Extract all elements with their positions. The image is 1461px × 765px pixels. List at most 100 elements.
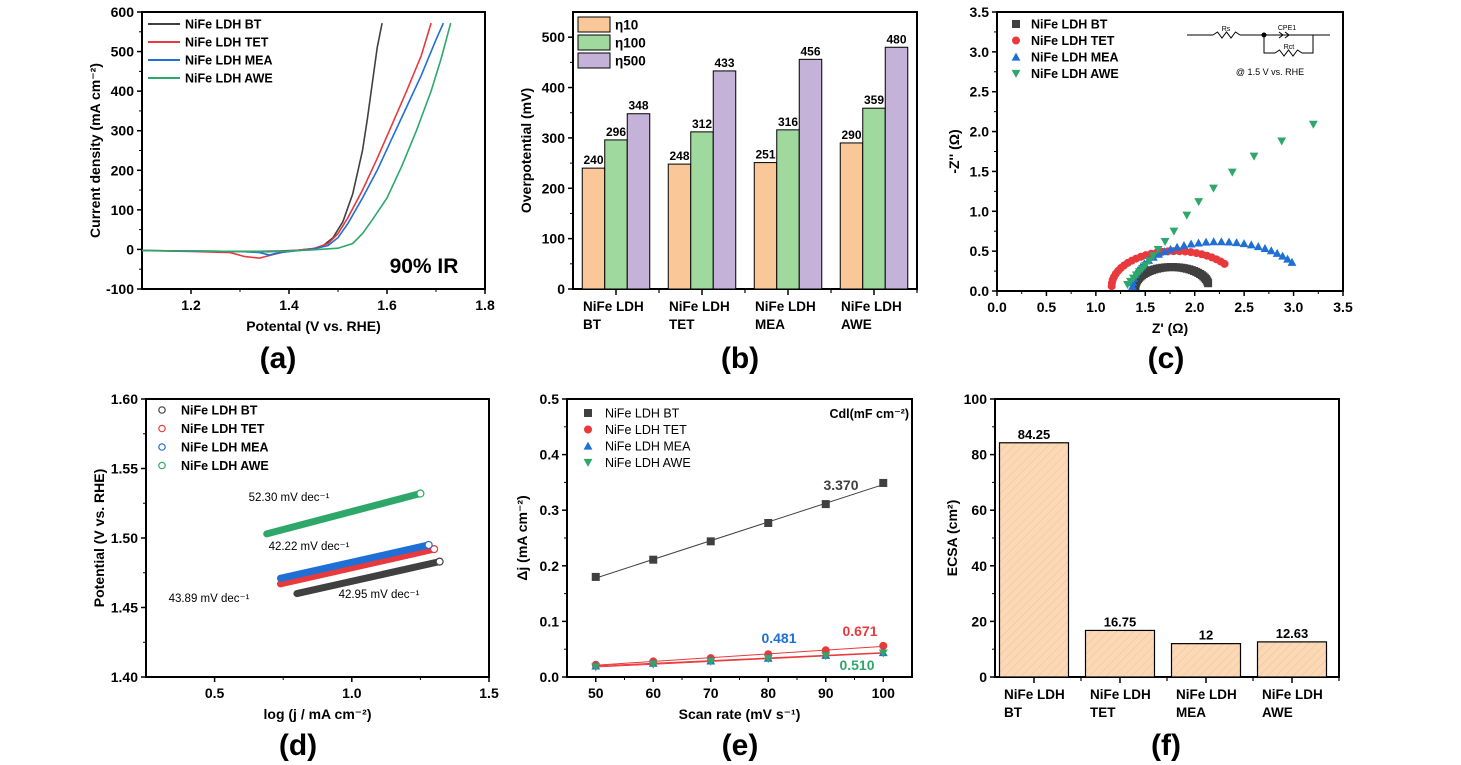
x-category-label-line1: NiFe LDH — [1004, 687, 1065, 702]
data-point-bt — [591, 572, 600, 581]
potential-note: @ 1.5 V vs. RHE — [1236, 67, 1304, 77]
cdl-value-label: 0.671 — [842, 623, 877, 639]
x-category-label-line2: TET — [669, 317, 695, 332]
data-point-bt — [821, 500, 830, 509]
x-tick-label: 1.4 — [279, 297, 299, 313]
bar-value-label: 248 — [669, 149, 689, 163]
x-category-label-line2: MEA — [1176, 705, 1206, 720]
data-point-mea — [1287, 257, 1297, 266]
data-point-mea — [1239, 239, 1249, 248]
x-category-label-line1: NiFe LDH — [1090, 687, 1151, 702]
circuit-wire — [1302, 35, 1314, 54]
data-point-awe — [1169, 227, 1179, 236]
y-axis-title: -Z'' (Ω) — [946, 129, 962, 173]
y-tick-label: 100 — [964, 391, 988, 407]
x-category-label-line2: AWE — [1262, 705, 1293, 720]
y-tick-label: -100 — [106, 281, 134, 297]
y-tick-label: 0.1 — [540, 613, 560, 629]
x-tick-label: 1.6 — [377, 297, 397, 313]
y-tick-label: 2.5 — [970, 84, 990, 100]
cdl-value-label: 0.481 — [761, 630, 796, 646]
data-point-mea — [1194, 238, 1203, 247]
x-tick-label: 0.5 — [205, 685, 225, 701]
data-point-mea — [1246, 240, 1256, 249]
ecsa-bar — [1170, 643, 1242, 678]
x-tick-label: 60 — [645, 685, 661, 701]
x-category-label-line2: BT — [1004, 705, 1023, 720]
y-tick-label: 200 — [542, 180, 566, 196]
panel-label: (b) — [721, 342, 759, 375]
panel-label: (f) — [1151, 729, 1181, 762]
x-tick-label: 1.5 — [1136, 299, 1156, 315]
panel-label: (d) — [279, 729, 317, 762]
y-axis-title: Current density (mA cm⁻²) — [87, 63, 103, 238]
data-point-mea — [1224, 237, 1234, 246]
x-tick-label: 0.0 — [987, 299, 1007, 315]
panel-b-overpotential-chart: 0 100 200 300 400 500 Overpotential (mV) (b) NiF… — [518, 11, 918, 375]
bar-eta10 — [753, 162, 778, 290]
bar-eta500 — [626, 113, 651, 290]
data-point-awe — [1182, 211, 1192, 220]
bar-value-label: 456 — [800, 44, 820, 58]
series-band-mea — [276, 541, 433, 582]
data-point-bt — [764, 518, 773, 527]
cpe-element-icon — [1278, 31, 1290, 39]
y-tick-label: 1.0 — [970, 203, 990, 219]
circuit-wire — [1263, 35, 1275, 54]
legend-marker — [584, 409, 592, 417]
x-tick-label: 90 — [818, 685, 834, 701]
data-point-bt — [1204, 279, 1213, 288]
y-tick-label: 40 — [971, 558, 987, 574]
x-axis-title: Z' (Ω) — [1152, 320, 1188, 336]
ecsa-bar — [1256, 641, 1328, 678]
x-tick-label: 1.0 — [342, 685, 362, 701]
tafel-slope-label: 42.95 mV dec⁻¹ — [339, 589, 420, 601]
y-tick-label: 100 — [111, 202, 135, 218]
data-point-tet — [1220, 259, 1229, 268]
x-tick-label: 3.0 — [1284, 299, 1304, 315]
y-tick-label: 400 — [542, 80, 566, 96]
y-axis-title: ECSA (cm²) — [944, 500, 960, 577]
bar-eta100 — [690, 131, 714, 290]
x-category-label-line1: NiFe LDH — [841, 299, 902, 314]
data-point-mea — [1179, 240, 1189, 249]
legend-label: η500 — [615, 54, 646, 69]
data-point-mea — [1172, 242, 1182, 251]
x-category-label-line1: NiFe LDH — [1262, 687, 1323, 702]
y-tick-label: 0.0 — [540, 669, 560, 685]
y-tick-label: 300 — [542, 130, 566, 146]
y-tick-label: 500 — [542, 29, 566, 45]
panel-label: (e) — [722, 729, 759, 762]
bar-value-label: 312 — [692, 117, 712, 131]
tafel-slope-label: 52.30 mV dec⁻¹ — [249, 492, 330, 504]
bar-eta500 — [884, 46, 909, 290]
ecsa-bar — [998, 442, 1070, 678]
panel-label: (c) — [1148, 342, 1185, 375]
series-line-tet — [141, 22, 432, 259]
data-point-awe — [706, 657, 716, 666]
data-point-awe — [763, 655, 773, 664]
rct-label: Rct — [1284, 44, 1295, 51]
ecsa-bar — [1084, 629, 1156, 678]
y-tick-label: 20 — [971, 613, 987, 629]
data-point-awe — [1148, 252, 1158, 261]
data-point-bt — [649, 555, 658, 564]
x-category-label-line2: BT — [583, 317, 602, 332]
y-tick-label: 0 — [557, 281, 565, 297]
legend-label: NiFe LDH TET — [185, 36, 269, 50]
series-band-tet — [276, 545, 438, 588]
bar-value-label: 316 — [778, 115, 798, 129]
x-tick-label: 70 — [703, 685, 719, 701]
legend-label: NiFe LDH TET — [181, 422, 265, 436]
legend-marker — [1011, 52, 1021, 61]
legend-label: NiFe LDH MEA — [185, 54, 273, 68]
legend-marker — [583, 441, 593, 450]
y-tick-label: 100 — [542, 231, 566, 247]
data-point-mea — [1154, 249, 1164, 258]
end-point-marker — [430, 545, 439, 554]
x-tick-label: 80 — [760, 685, 776, 701]
bar-value-label: 480 — [886, 32, 906, 46]
y-tick-label: 3.5 — [970, 4, 990, 20]
tafel-slope-label: 43.89 mV dec⁻¹ — [169, 593, 250, 605]
rs-label: Rs — [1222, 26, 1231, 33]
